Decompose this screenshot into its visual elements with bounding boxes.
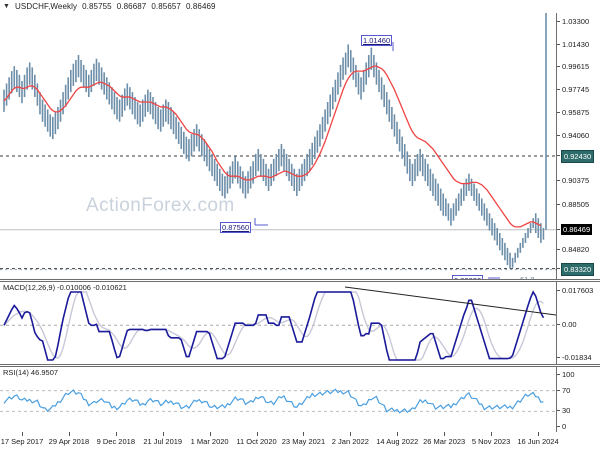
price-tick-label: 0.84820 — [562, 245, 590, 255]
price-scale[interactable]: 1.03300 1.01430 0.99615 0.97745 0.95875 0.940… — [556, 13, 600, 279]
price-plot-area[interactable] — [0, 13, 556, 279]
price-tick-label: 0.97745 — [562, 85, 590, 95]
time-axis-tick — [350, 432, 352, 436]
price-panel[interactable]: ActionForex.com 1.01460 0.87560 0.83320 … — [0, 13, 600, 280]
tick-mark — [557, 89, 560, 91]
macd-series-canvas — [0, 286, 556, 361]
price-tick-label: 1.01430 — [562, 39, 590, 49]
price-series-canvas — [0, 13, 556, 279]
annotation-swing-high[interactable]: 1.01460 — [361, 35, 393, 46]
price-tick-label: 1.03300 — [562, 16, 590, 26]
time-axis-label: 9 Dec 2018 — [96, 437, 135, 446]
tick-mark — [557, 43, 560, 45]
time-axis-tick — [256, 432, 258, 436]
rsi-series-canvas — [0, 388, 556, 414]
tick-mark — [557, 20, 560, 22]
price-tick-label: 0.88505 — [562, 199, 590, 209]
time-axis-tick — [162, 432, 164, 436]
price-tick-label: 0.92430 — [561, 150, 595, 164]
rsi-panel[interactable]: RSI(14) 46.9507 100 70 30 0 — [0, 366, 600, 432]
time-axis-tick — [22, 432, 23, 436]
fibonacci-618-label: 61.8 — [520, 275, 535, 280]
ohlc-low: 0.85657 — [151, 2, 181, 11]
time-axis-label: 16 Jun 2024 — [517, 437, 559, 446]
macd-plot-area[interactable] — [0, 282, 556, 364]
time-axis-label: 1 Mar 2020 — [190, 437, 229, 446]
chart-header: ▼ USDCHF,Weekly 0.85755 0.86687 0.85657 … — [0, 0, 600, 13]
rsi-plot-area[interactable] — [0, 367, 556, 432]
tick-mark — [557, 112, 560, 114]
tick-mark — [557, 357, 560, 358]
rsi-tick-label: 100 — [562, 370, 575, 379]
tick-mark — [557, 228, 560, 230]
time-axis-tick — [397, 432, 399, 436]
time-axis-tick — [209, 432, 211, 436]
time-axis-label: 14 Aug 2022 — [376, 437, 419, 446]
tick-mark — [557, 180, 560, 182]
time-axis-label: 2 Jan 2022 — [331, 437, 369, 446]
time-axis-tick — [444, 432, 446, 436]
macd-scale[interactable]: 0.017603 0.00 -0.01834 — [556, 282, 600, 364]
time-axis-label: 5 Nov 2023 — [471, 437, 511, 446]
time-axis-tick — [303, 432, 305, 436]
tick-mark — [557, 426, 560, 427]
tick-mark — [557, 324, 560, 326]
macd-panel[interactable]: MACD(12,26,9) -0.010006 -0.010621 0.0176… — [0, 281, 600, 365]
rsi-scale[interactable]: 100 70 30 0 — [556, 367, 600, 432]
ohlc-open: 0.85755 — [82, 2, 112, 11]
rsi-tick-label: 70 — [562, 385, 571, 395]
time-axis-label: 11 Oct 2020 — [236, 437, 277, 446]
tick-mark — [557, 155, 560, 157]
tick-mark — [557, 134, 560, 136]
tick-mark — [557, 389, 560, 391]
ohlc-close: 0.86469 — [185, 2, 216, 11]
tick-mark — [557, 374, 560, 375]
time-axis-tick — [538, 432, 539, 436]
macd-title: MACD(12,26,9) -0.010006 -0.010621 — [3, 283, 127, 292]
time-axis-label: 23 May 2021 — [281, 437, 326, 446]
rsi-tick-label: 30 — [562, 406, 571, 416]
macd-tick-label: 0.017603 — [562, 286, 594, 295]
price-tick-label: 0.99615 — [562, 62, 590, 72]
tick-mark — [557, 66, 560, 68]
symbol-timeframe-label: USDCHF,Weekly — [15, 2, 78, 11]
symbol-dropdown-icon[interactable]: ▼ — [3, 3, 11, 10]
price-tick-label: 0.90375 — [562, 176, 590, 186]
time-axis-label: 17 Sep 2017 — [0, 437, 44, 446]
time-axis-tick — [68, 432, 70, 436]
time-axis-tick — [491, 432, 493, 436]
time-axis-label: 26 Mar 2023 — [423, 437, 466, 446]
annotation-swing-low-2[interactable]: 0.83320 — [452, 275, 484, 279]
macd-tick-label: 0.00 — [562, 320, 577, 330]
tick-mark — [557, 203, 560, 205]
macd-tick-label: -0.01834 — [562, 353, 592, 362]
price-tick-label: 0.83320 — [561, 262, 595, 276]
watermark-label: ActionForex.com — [86, 195, 235, 216]
rsi-tick-label: 0 — [562, 422, 567, 431]
price-tick-label: 0.95875 — [562, 108, 590, 118]
tick-mark — [557, 410, 560, 412]
time-axis-label: 29 Apr 2018 — [48, 437, 90, 446]
price-tick-label: 0.86469 — [561, 223, 593, 235]
price-tick-label: 0.94060 — [562, 130, 590, 140]
time-axis-tick — [115, 432, 117, 436]
rsi-title: RSI(14) 46.9507 — [3, 368, 59, 377]
ohlc-high: 0.86687 — [116, 2, 147, 11]
tick-mark — [557, 290, 560, 291]
tick-mark — [557, 267, 560, 269]
time-axis[interactable]: 17 Sep 2017 29 Apr 2018 9 Dec 2018 21 Jul 2… — [0, 432, 600, 450]
tick-mark — [557, 249, 560, 251]
annotation-swing-low-1[interactable]: 0.87560 — [220, 222, 252, 233]
time-axis-label: 21 Jul 2019 — [143, 437, 183, 446]
